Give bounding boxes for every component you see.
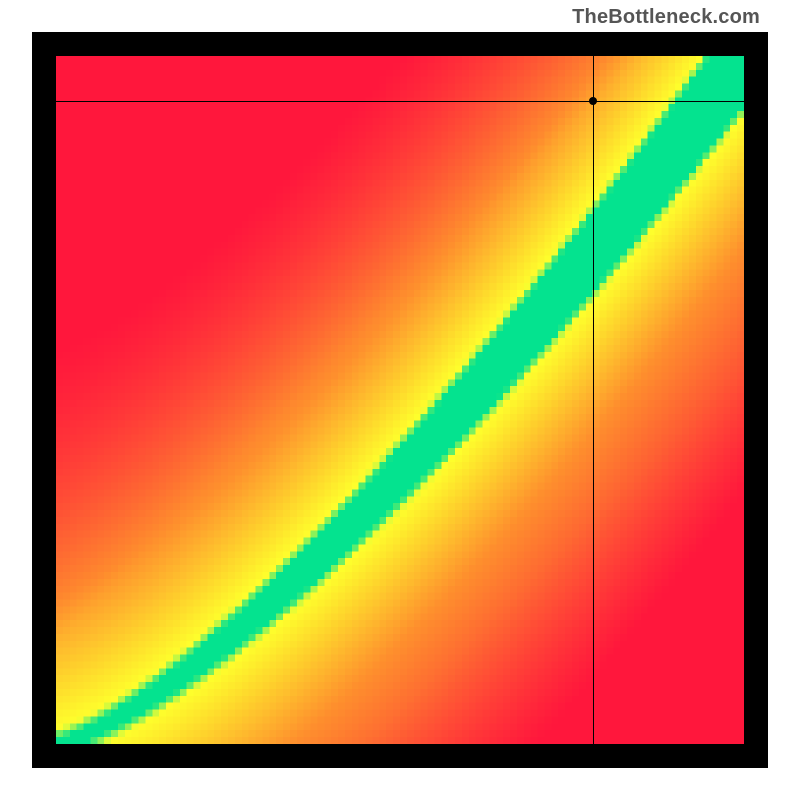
crosshair-vertical [593,56,594,744]
crosshair-horizontal [56,101,744,102]
watermark-text: TheBottleneck.com [572,6,760,29]
bottleneck-heatmap [56,56,744,744]
heatmap-plot-area [56,56,744,744]
crosshair-marker-dot [589,97,597,105]
chart-frame [32,32,768,768]
